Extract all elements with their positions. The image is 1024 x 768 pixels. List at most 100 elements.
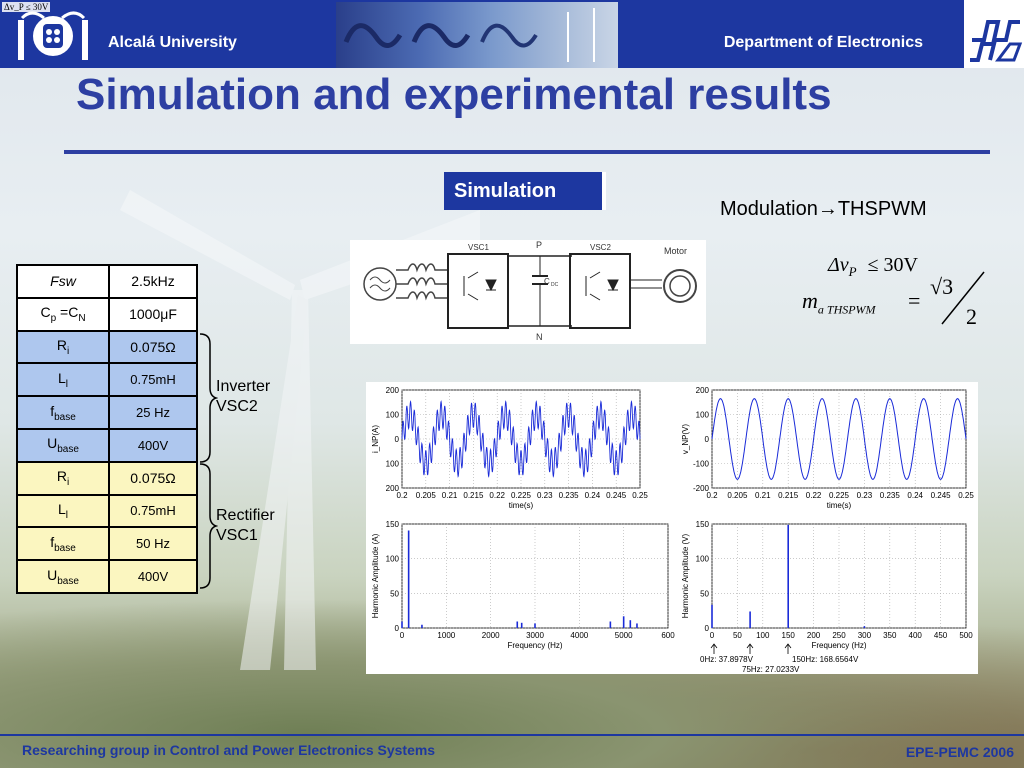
y-tick-label: 100	[386, 555, 400, 564]
x-tick-label: 0.215	[778, 491, 799, 500]
param-name-part: N	[78, 313, 86, 325]
table-cell: 50 Hz	[108, 526, 198, 562]
x-tick-label: 2000	[482, 631, 500, 640]
table-cell: Ll	[16, 493, 110, 529]
series-line	[711, 398, 967, 480]
voltage-ripple-formula: ΔvP ≤ 30V	[828, 254, 918, 280]
header-banner-image	[336, 2, 618, 68]
x-tick-label: 0	[710, 631, 715, 640]
table-row: Ubase 400V	[16, 427, 198, 463]
grid-source-icon	[363, 267, 397, 301]
x-tick-label: 0.22	[806, 491, 822, 500]
x-tick-label: 0.22	[489, 491, 505, 500]
annotation-150hz: 150Hz: 168.6564V	[792, 655, 859, 664]
footer-conference: EPE-PEMC 2006	[905, 744, 1014, 760]
param-name-part: U	[47, 566, 58, 583]
inverter-group-label: Inverter VSC2	[216, 377, 270, 417]
table-cell: Ri	[16, 329, 110, 365]
x-tick-label: 0.2	[706, 491, 718, 500]
dv-lhs: Δv	[828, 254, 849, 276]
param-name-part: U	[47, 435, 58, 452]
y-tick-label: -100	[693, 460, 710, 469]
param-name-part: i	[66, 345, 70, 357]
x-tick-label: 0.205	[416, 491, 437, 500]
m-equals: =	[908, 288, 921, 313]
table-cell: 2.5kHz	[108, 264, 198, 299]
y-tick-label: 200	[386, 386, 400, 395]
circuit-diagram: VSC1 P N C DC VSC2 Motor	[350, 240, 706, 344]
y-tick-label: 0	[705, 624, 710, 633]
x-tick-label: 0.21	[442, 491, 458, 500]
param-name-part: base	[54, 411, 76, 423]
y-tick-label: 100	[386, 460, 400, 469]
table-cell: 400V	[108, 559, 198, 594]
y-tick-label: 0	[705, 435, 710, 444]
y-tick-label: 100	[696, 555, 710, 564]
annotation-0hz: 0Hz: 37.8978V	[700, 655, 754, 664]
department-logo-icon	[964, 0, 1024, 68]
y-tick-label: 200	[386, 484, 400, 493]
cdc-sub-label: DC	[551, 282, 559, 288]
y-tick-label: 50	[390, 589, 399, 598]
rectifier-group-label: Rectifier VSC1	[216, 506, 275, 546]
inverter-brace	[199, 333, 218, 463]
fraction-slash	[941, 271, 985, 325]
table-row: Ri 0.075Ω	[16, 460, 198, 496]
x-tick-label: 500	[959, 631, 973, 640]
x-axis-label: Frequency (Hz)	[507, 641, 562, 650]
table-row: Ubase 400V	[16, 559, 198, 594]
param-name-part: L	[57, 501, 66, 518]
plots-svg: 0.2 0.205 0.21 0.215 0.22 0.225 0.23 0.235 0.24 0…	[371, 386, 974, 674]
y-tick-label: 150	[696, 520, 710, 529]
vsc1-box	[447, 253, 509, 329]
table-cell: 0.75mH	[108, 493, 198, 529]
param-name-part: l	[65, 509, 69, 521]
x-tick-label: 0.235	[559, 491, 580, 500]
plots-panel: 0.2 0.205 0.21 0.215 0.22 0.225 0.23 0.235 0.24 0…	[366, 382, 978, 674]
motor-icon	[663, 269, 697, 303]
footer-rule	[0, 734, 1024, 736]
table-cell: Ubase	[16, 427, 110, 463]
table-cell: 0.075Ω	[108, 460, 198, 496]
x-tick-label: 0.215	[463, 491, 484, 500]
x-tick-label: 0.245	[931, 491, 952, 500]
y-axis-label: Harmonic Amplitude (A)	[371, 533, 380, 618]
dv-rhs: ≤ 30V	[867, 254, 918, 276]
x-tick-label: 400	[909, 631, 923, 640]
m-sub: a THSPWM	[817, 302, 876, 317]
table-row: Ri 0.075Ω	[16, 329, 198, 365]
x-tick-label: 0.23	[537, 491, 553, 500]
inverter-line-2: VSC2	[216, 398, 258, 415]
param-name-part: f	[50, 402, 55, 419]
x-tick-label: 450	[934, 631, 948, 640]
x-tick-label: 4000	[570, 631, 588, 640]
m-numerator: √3	[930, 274, 954, 299]
motor-label: Motor	[664, 246, 687, 256]
y-tick-label: -200	[693, 484, 710, 493]
x-tick-label: 300	[858, 631, 872, 640]
x-tick-label: 0.24	[585, 491, 601, 500]
table-cell: fbase	[16, 395, 110, 430]
x-tick-label: 50	[733, 631, 742, 640]
header-bar: Alcalá University Department of Electron…	[0, 0, 1024, 68]
igbt-icon	[463, 271, 497, 301]
y-tick-label: 100	[696, 411, 710, 420]
modulation-label: Modulation→THSPWM	[720, 198, 927, 220]
x-tick-label: 350	[883, 631, 897, 640]
x-tick-label: 0.21	[755, 491, 771, 500]
x-tick-label: 0.235	[880, 491, 901, 500]
table-header-row: Fsw 2.5kHz	[16, 264, 198, 299]
simulation-badge: Simulation	[444, 172, 606, 210]
y-axis-label: Harmonic Amplitude (V)	[681, 533, 690, 618]
y-tick-label: 0	[395, 624, 400, 633]
title-underline	[64, 150, 990, 154]
m-denominator: 2	[966, 304, 977, 329]
table-cell: Ubase	[16, 559, 110, 594]
table-cell: 25 Hz	[108, 395, 198, 430]
vsc2-label: VSC2	[590, 243, 611, 252]
x-tick-label: 1000	[437, 631, 455, 640]
y-tick-label: 150	[386, 520, 400, 529]
param-name-part: base	[57, 575, 79, 587]
dv-sub: P	[848, 264, 857, 279]
param-name-part: p	[50, 313, 57, 325]
